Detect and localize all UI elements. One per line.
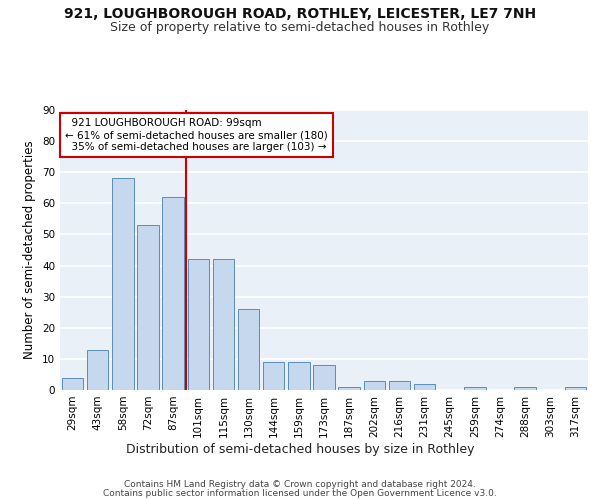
Text: Contains public sector information licensed under the Open Government Licence v3: Contains public sector information licen… bbox=[103, 489, 497, 498]
Bar bbox=[288, 362, 310, 390]
Bar bbox=[188, 260, 209, 390]
Bar bbox=[414, 384, 435, 390]
Bar bbox=[62, 378, 83, 390]
Bar bbox=[87, 350, 109, 390]
Text: 921, LOUGHBOROUGH ROAD, ROTHLEY, LEICESTER, LE7 7NH: 921, LOUGHBOROUGH ROAD, ROTHLEY, LEICEST… bbox=[64, 8, 536, 22]
Bar bbox=[565, 387, 586, 390]
Bar bbox=[263, 362, 284, 390]
Y-axis label: Number of semi-detached properties: Number of semi-detached properties bbox=[23, 140, 37, 360]
Bar bbox=[313, 365, 335, 390]
Text: Size of property relative to semi-detached houses in Rothley: Size of property relative to semi-detach… bbox=[110, 21, 490, 34]
Bar bbox=[213, 260, 234, 390]
Text: Contains HM Land Registry data © Crown copyright and database right 2024.: Contains HM Land Registry data © Crown c… bbox=[124, 480, 476, 489]
Bar bbox=[338, 387, 360, 390]
Bar bbox=[364, 380, 385, 390]
Bar bbox=[389, 380, 410, 390]
Bar bbox=[163, 197, 184, 390]
Text: Distribution of semi-detached houses by size in Rothley: Distribution of semi-detached houses by … bbox=[126, 442, 474, 456]
Bar bbox=[464, 387, 485, 390]
Bar bbox=[514, 387, 536, 390]
Bar bbox=[137, 225, 158, 390]
Bar bbox=[112, 178, 134, 390]
Bar bbox=[238, 309, 259, 390]
Text: 921 LOUGHBOROUGH ROAD: 99sqm
← 61% of semi-detached houses are smaller (180)
  3: 921 LOUGHBOROUGH ROAD: 99sqm ← 61% of se… bbox=[65, 118, 328, 152]
